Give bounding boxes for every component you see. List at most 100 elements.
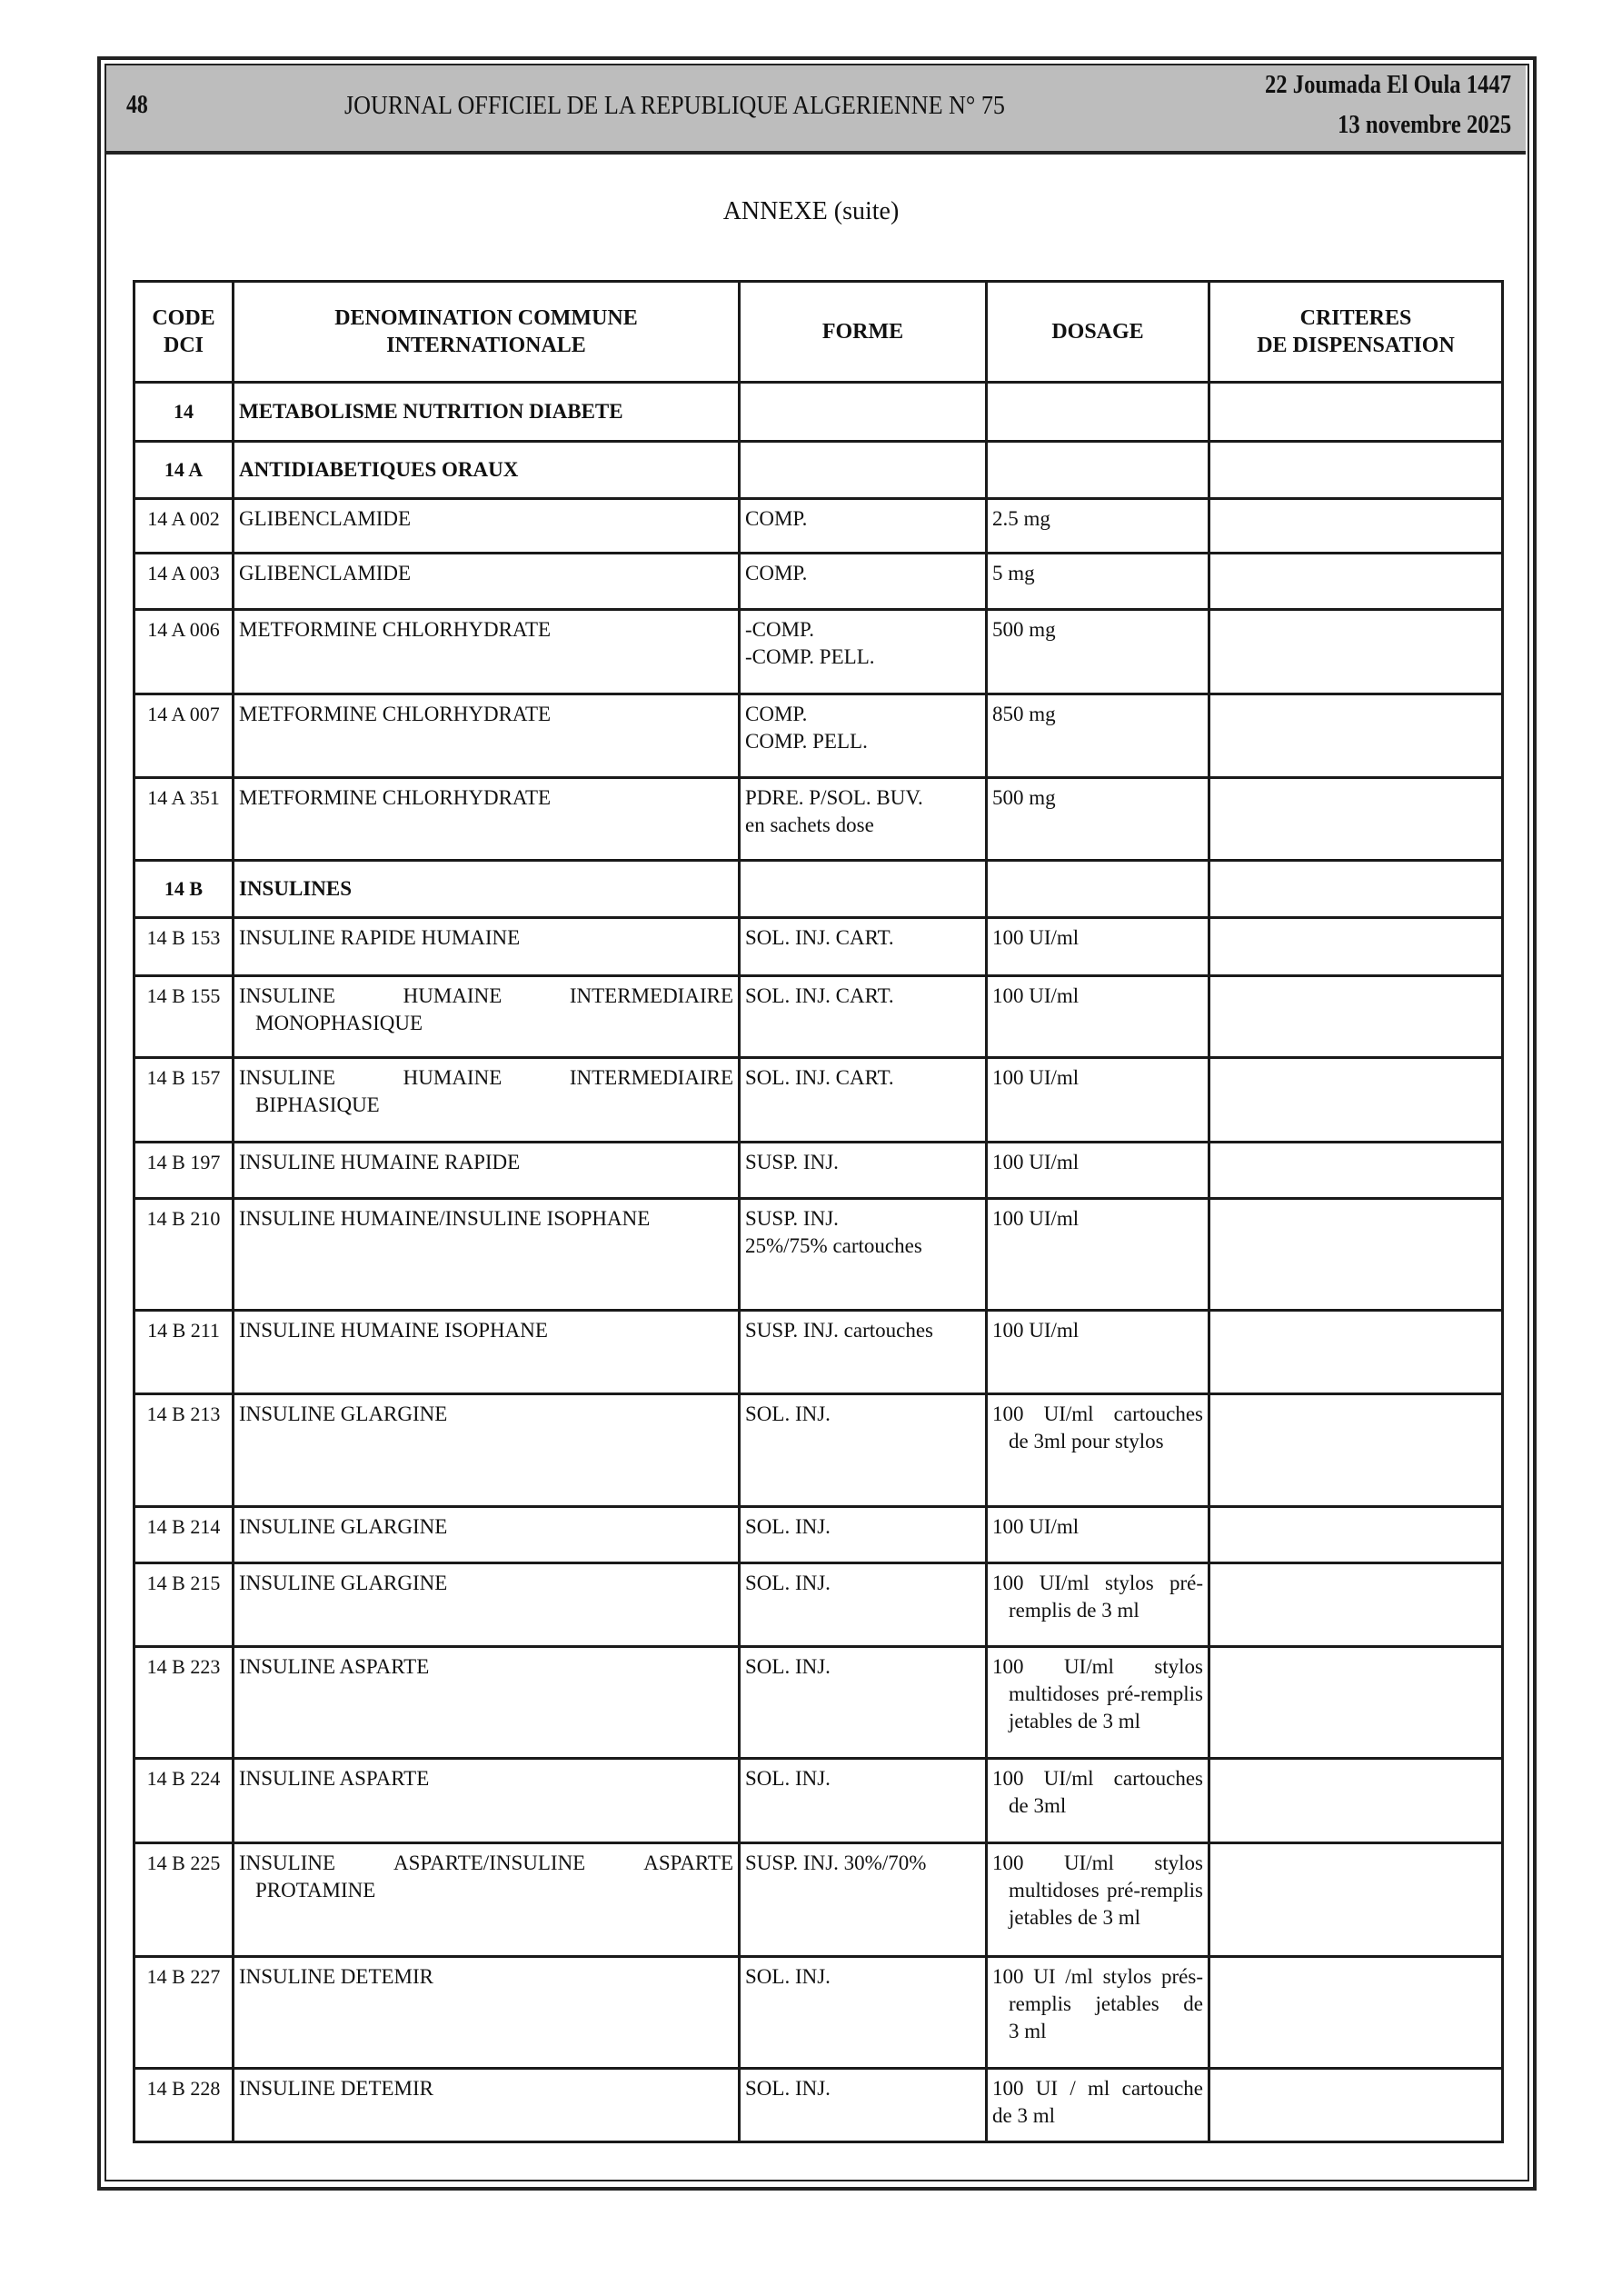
dci-cell: INSULINE GLARGINE [232, 1562, 741, 1648]
page-frame-outer [97, 56, 1537, 2191]
code-cell: 14 A 006 [133, 608, 234, 695]
table-row: 14 A 006 METFORMINE CHLORHYDRATE -COMP. -CO… [133, 608, 1504, 695]
dosage-cell: 100 UI/ml stylos pré-remplis de 3 ml [985, 1562, 1210, 1648]
forme-line: COMP. [745, 703, 808, 725]
dci-line: INSULINES [239, 877, 352, 900]
dci-cell: METFORMINE CHLORHYDRATE [232, 693, 741, 779]
dci-cell: INSULINE HUMAINE ISOPHANE [232, 1309, 741, 1395]
forme-line: COMP. [745, 507, 808, 530]
table-header-row: CODE DCI DENOMINATION COMMUNE INTERNATIONAL… [133, 280, 1504, 384]
forme-line: SOL. INJ. CART. [745, 984, 894, 1007]
dosage-line: remplis de 3 ml [1009, 1599, 1139, 1622]
dci-cell: INSULINE GLARGINE [232, 1393, 741, 1508]
dosage-line: 100 UI/ml [992, 1066, 1080, 1089]
forme-cell: COMP. [738, 552, 988, 611]
dci-line: INSULINE ASPARTE [239, 1767, 430, 1790]
dci-line: METFORMINE CHLORHYDRATE [239, 786, 552, 809]
criteres-cell [1208, 1757, 1504, 1844]
table-row: 14 B 157 INSULINE HUMAINE INTERMEDIAIRE BI… [133, 1056, 1504, 1143]
criteres-cell [1208, 2067, 1504, 2143]
dosage-line: 500 mg [992, 786, 1056, 809]
dci-line: GLIBENCLAMIDE [239, 562, 412, 584]
criteres-cell [1208, 1056, 1504, 1143]
dosage-line: de 3ml pour stylos [1009, 1430, 1164, 1452]
criteres-cell [1208, 916, 1504, 977]
code-cell: 14 B 227 [133, 1955, 234, 2070]
criteres-cell [1208, 1645, 1504, 1760]
dci-cell: INSULINE DETEMIR [232, 2067, 741, 2143]
column-header-line: DOSAGE [1051, 320, 1144, 344]
table-row: 14 B 228 INSULINE DETEMIR SOL. INJ. 100 UI … [133, 2067, 1504, 2143]
dosage-cell: 100 UI/ml [985, 1197, 1210, 1312]
dosage-line: 2.5 mg [992, 507, 1050, 530]
forme-line: SUSP. INJ. [745, 1207, 839, 1230]
dosage-cell: 100 UI/ml [985, 974, 1210, 1059]
criteres-cell [1208, 1955, 1504, 2070]
dosage-cell: 500 mg [985, 776, 1210, 862]
criteres-cell [1208, 1393, 1504, 1508]
forme-line: SOL. INJ. [745, 1767, 831, 1790]
forme-line: -COMP. PELL. [745, 645, 875, 668]
column-header-forme: FORME [738, 280, 988, 384]
dosage-line: 3 ml [1009, 2020, 1047, 2042]
forme-cell: SUSP. INJ. [738, 1141, 988, 1200]
column-header-dosage: DOSAGE [985, 280, 1210, 384]
dosage-line: 100 UI/ml stylos [992, 1852, 1203, 1874]
forme-cell: SOL. INJ. [738, 1757, 988, 1844]
dosage-line: 100 UI/ml [992, 1151, 1080, 1173]
dci-cell: INSULINE RAPIDE HUMAINE [232, 916, 741, 977]
criteres-cell [1208, 693, 1504, 779]
table-row: 14 A 002 GLIBENCLAMIDE COMP. 2.5 mg [133, 497, 1504, 554]
dci-line: PROTAMINE [255, 1879, 376, 1902]
forme-cell: -COMP. -COMP. PELL. [738, 608, 988, 695]
dci-line: INSULINE GLARGINE [239, 1572, 448, 1594]
dosage-line: 100 UI/ml cartouches [992, 1403, 1203, 1425]
table-row: 14 B 224 INSULINE ASPARTE SOL. INJ. 100 UI/… [133, 1757, 1504, 1844]
dci-cell: INSULINES [232, 859, 741, 919]
forme-cell: SUSP. INJ. 30%/70% [738, 1842, 988, 1958]
forme-line: COMP. PELL. [745, 730, 868, 753]
dci-line: GLIBENCLAMIDE [239, 507, 412, 530]
dci-line: INSULINE HUMAINE RAPIDE [239, 1151, 521, 1173]
column-header-line: DENOMINATION COMMUNE [334, 306, 638, 330]
dosage-cell: 100 UI/ml stylos multidoses pré-remplis je… [985, 1645, 1210, 1760]
dci-line: METFORMINE CHLORHYDRATE [239, 618, 552, 641]
forme-line: SUSP. INJ. [745, 1151, 839, 1173]
criteres-cell [1208, 1505, 1504, 1564]
forme-cell: SOL. INJ. [738, 1645, 988, 1760]
code-cell: 14 B 197 [133, 1141, 234, 1200]
forme-cell: COMP. COMP. PELL. [738, 693, 988, 779]
code-cell: 14 B 225 [133, 1842, 234, 1958]
dosage-cell: 850 mg [985, 693, 1210, 779]
dci-line: INSULINE HUMAINE ISOPHANE [239, 1319, 548, 1342]
dci-cell: INSULINE HUMAINE/INSULINE ISOPHANE [232, 1197, 741, 1312]
table-row: 14 B 210 INSULINE HUMAINE/INSULINE ISOPHA… [133, 1197, 1504, 1312]
forme-cell: SOL. INJ. [738, 1955, 988, 2070]
dosage-cell: 100 UI/ml [985, 916, 1210, 977]
page-number: 48 [126, 91, 148, 119]
dci-line: INSULINE GLARGINE [239, 1403, 448, 1425]
dosage-line: jetables de 3 ml [1009, 1906, 1140, 1929]
dosage-line: 100 UI/ml [992, 1319, 1080, 1342]
dosage-cell [985, 440, 1210, 500]
code-cell: 14 A 003 [133, 552, 234, 611]
dosage-cell: 100 UI/ml [985, 1309, 1210, 1395]
column-header-dci: DENOMINATION COMMUNE INTERNATIONALE [232, 280, 741, 384]
table-row: 14 B 155 INSULINE HUMAINE INTERMEDIAIRE MO… [133, 974, 1504, 1059]
dosage-line: multidoses pré-remplis [1009, 1682, 1203, 1705]
column-header-criteres: CRITERES DE DISPENSATION [1208, 280, 1504, 384]
code-cell: 14 B 157 [133, 1056, 234, 1143]
forme-cell: COMP. [738, 497, 988, 554]
forme-line: SOL. INJ. [745, 1655, 831, 1678]
forme-line: PDRE. P/SOL. BUV. [745, 786, 923, 809]
forme-line: SUSP. INJ. 30%/70% [745, 1852, 927, 1874]
dosage-line: 500 mg [992, 618, 1056, 641]
forme-line: SOL. INJ. [745, 1965, 831, 1988]
criteres-cell [1208, 974, 1504, 1059]
forme-line: SUSP. INJ. cartouches [745, 1319, 933, 1342]
table-row: 14 A 007 METFORMINE CHLORHYDRATE COMP. COMP… [133, 693, 1504, 779]
dci-cell: METABOLISME NUTRITION DIABETE [232, 381, 741, 443]
forme-cell: SOL. INJ. CART. [738, 974, 988, 1059]
code-cell: 14 B 211 [133, 1309, 234, 1395]
dosage-line: 100 UI/ml [992, 984, 1080, 1007]
